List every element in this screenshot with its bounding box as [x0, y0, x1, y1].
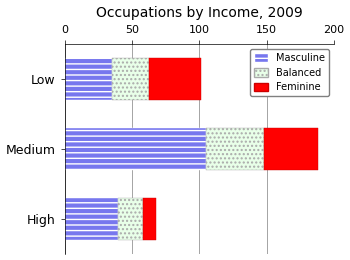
Bar: [65, 128, 206, 170]
Legend: Masculine, Balanced, Feminine: Masculine, Balanced, Feminine: [250, 49, 329, 96]
Bar: [112, 58, 149, 100]
Bar: [65, 58, 112, 100]
Bar: [143, 198, 156, 240]
Bar: [118, 198, 143, 240]
Bar: [264, 128, 318, 170]
Bar: [206, 128, 264, 170]
Title: Occupations by Income, 2009: Occupations by Income, 2009: [96, 5, 303, 19]
Bar: [149, 58, 201, 100]
Bar: [65, 198, 118, 240]
